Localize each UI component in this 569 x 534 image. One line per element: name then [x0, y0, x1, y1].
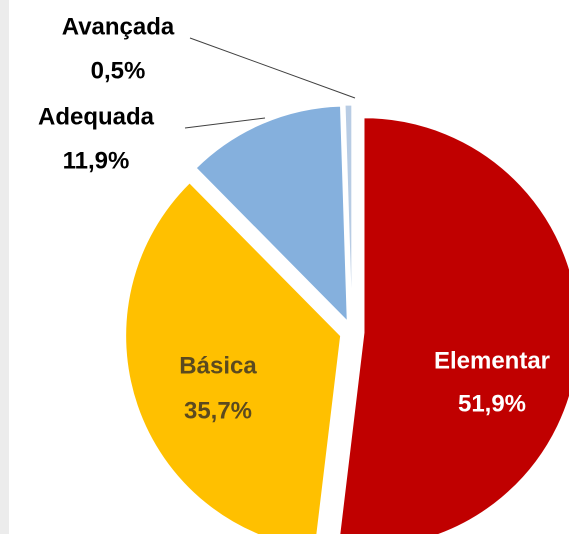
slices [125, 104, 569, 534]
value-label: 51,9% [458, 390, 526, 417]
labels: Elementar 51,9% Básica 35,7% Adequada 11,9% Av… [38, 13, 550, 424]
value-label: 0,5% [91, 57, 146, 84]
value-label: 11,9% [63, 147, 130, 174]
leader-line [189, 37, 356, 99]
left-border [0, 0, 9, 534]
pie-slice [195, 105, 348, 323]
pie-slice [339, 117, 569, 534]
value-label: 35,7% [184, 397, 252, 424]
pie-slice [125, 182, 342, 534]
category-label: Avançada [62, 13, 175, 40]
leader-line [184, 117, 266, 129]
category-label: Adequada [38, 103, 155, 130]
category-label: Básica [179, 352, 257, 379]
category-label: Elementar [434, 347, 550, 374]
pie-slice [344, 104, 353, 321]
